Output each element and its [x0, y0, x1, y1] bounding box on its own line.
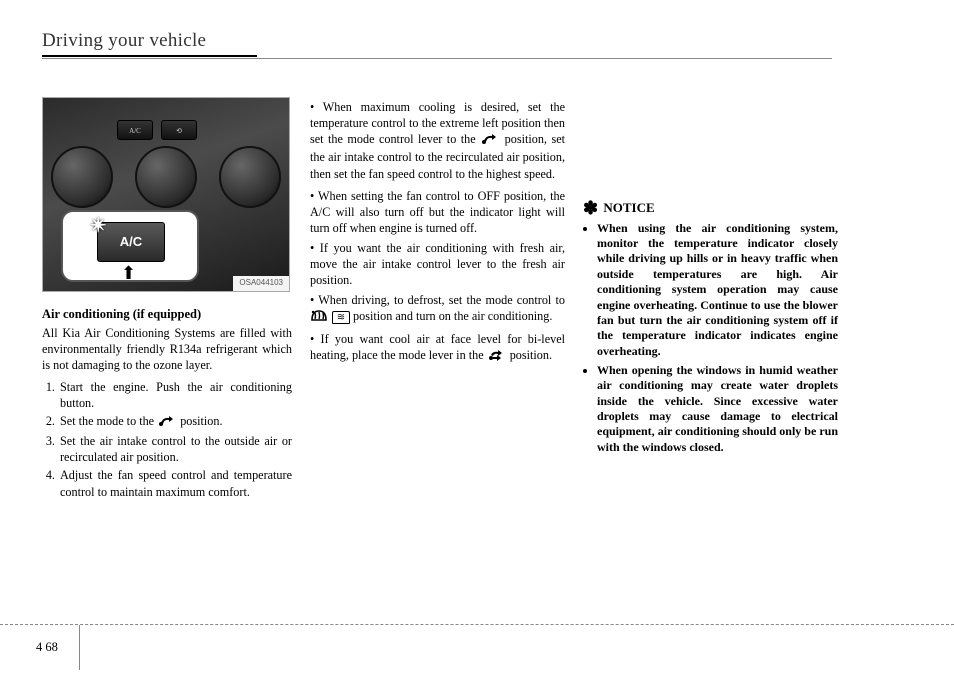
photo-recirc-button: ⟲ [161, 120, 197, 140]
content-columns: A/C ⟲ ✴ A/C ⬆ OSA044103 Air conditioning… [42, 97, 912, 502]
photo-callout-label: A/C [120, 233, 142, 250]
asterisk-icon: ✽ [583, 198, 598, 218]
page-number: 4 68 [36, 640, 58, 655]
ac-step-2-text-a: Set the mode to the [60, 414, 157, 428]
ac-step-2-text-b: position. [180, 414, 222, 428]
column-3: ✽ NOTICE When using the air conditioning… [583, 97, 838, 502]
ac-steps-list: Start the engine. Push the air condition… [42, 379, 292, 500]
manual-page: Driving your vehicle A/C ⟲ ✴ A/C ⬆ [0, 0, 954, 685]
defrost-front-icon [310, 308, 328, 327]
column-1: A/C ⟲ ✴ A/C ⬆ OSA044103 Air conditioning… [42, 97, 292, 502]
face-mode-icon [157, 413, 177, 431]
ac-step-1: Start the engine. Push the air condition… [58, 379, 292, 411]
col2-item-3: • When driving, to defrost, set the mode… [310, 292, 565, 327]
ac-heading-text: Air conditioning (if equipped) [42, 307, 201, 321]
max-cool-paragraph: • When maximum cooling is desired, set t… [310, 99, 565, 182]
ac-step-4: Adjust the fan speed control and tempera… [58, 467, 292, 499]
col2-bullets: • When setting the fan control to OFF po… [310, 188, 565, 366]
title-rule-thin [42, 58, 832, 59]
notice-label: NOTICE [603, 200, 654, 215]
title-rule-thick [42, 55, 257, 57]
notice-item-2: When opening the windows in humid weathe… [597, 363, 838, 455]
ac-step-3: Set the air intake control to the outsid… [58, 433, 292, 465]
bilevel-mode-icon [487, 348, 507, 366]
defrost-icons [310, 308, 350, 327]
ac-heading: Air conditioning (if equipped) [42, 306, 292, 323]
photo-mode-knob [219, 146, 281, 208]
ac-intro-paragraph: All Kia Air Conditioning Systems are fil… [42, 325, 292, 373]
dashboard-photo: A/C ⟲ ✴ A/C ⬆ OSA044103 [42, 97, 290, 292]
col2-item-4b: position. [510, 348, 552, 362]
footer-dashed-rule [0, 624, 954, 625]
face-mode-icon-2 [480, 131, 500, 149]
ac-step-2: Set the mode to the position. [58, 413, 292, 431]
photo-temp-knob [51, 146, 113, 208]
burst-icon: ✴ [90, 213, 107, 239]
column-2: • When maximum cooling is desired, set t… [310, 97, 565, 502]
section-title: Driving your vehicle [42, 30, 912, 55]
photo-callout-box: ✴ A/C ⬆ [61, 210, 199, 282]
defrost-rear-icon [332, 311, 350, 324]
col2-item-1: • When setting the fan control to OFF po… [310, 188, 565, 236]
photo-fan-knob [135, 146, 197, 208]
up-arrow-icon: ⬆ [121, 262, 136, 286]
col2-item-2: • If you want the air conditioning with … [310, 240, 565, 288]
col2-item-4: • If you want cool air at face level for… [310, 331, 565, 365]
photo-code-label: OSA044103 [233, 276, 289, 291]
notice-list: When using the air conditioning system, … [583, 221, 838, 455]
col2-item-3b: position and turn on the air conditionin… [353, 309, 552, 323]
col2-item-3a: • When driving, to defrost, set the mode… [310, 293, 565, 307]
notice-item-1: When using the air conditioning system, … [597, 221, 838, 359]
photo-ac-button: A/C [117, 120, 153, 140]
notice-heading: ✽ NOTICE [583, 197, 838, 221]
photo-callout-ac-button: ✴ A/C [97, 222, 165, 262]
photo-button-row: A/C ⟲ [117, 120, 197, 140]
